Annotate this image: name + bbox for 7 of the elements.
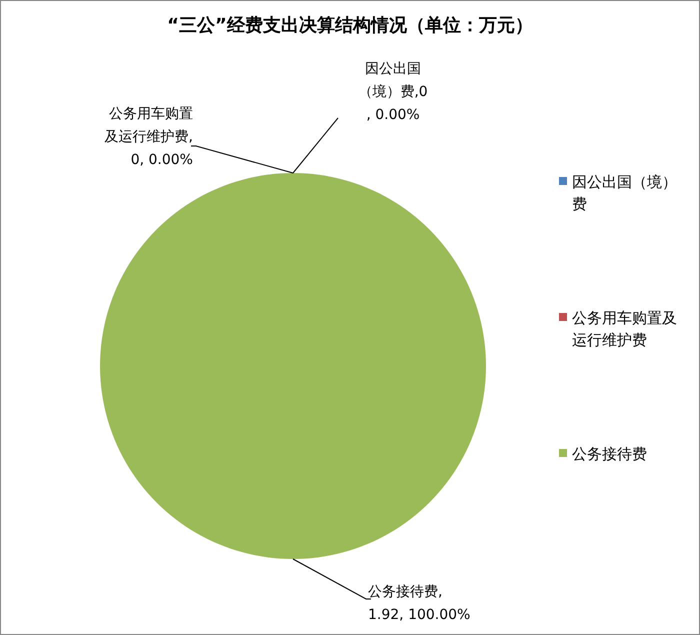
legend-label: 因公出国（境）费 [572,172,678,214]
legend-label: 公务用车购置及运行维护费 [572,308,678,350]
text: 因公出国（境）费,0, 0.00% [358,61,428,123]
chart-title: “三公”经费支出决算结构情况（单位：万元） [166,14,534,37]
text: 公务用车购置及运行维护费, 0, 0.00% [104,106,193,168]
data-label: 公务接待费, 1.92, 100.00% [368,584,470,623]
legend-label: 公务接待费 [572,444,647,464]
